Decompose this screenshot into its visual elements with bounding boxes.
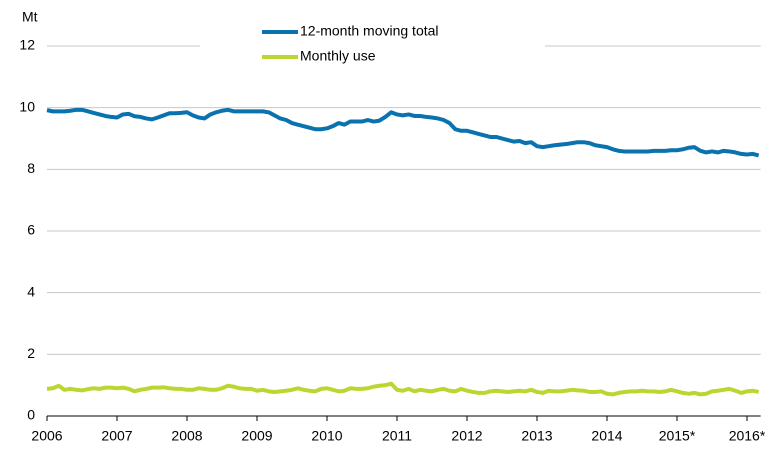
y-tick-label: 10: [19, 98, 35, 114]
x-tick-label: 2014: [591, 428, 622, 444]
series-line: [46, 107, 760, 158]
x-tick-label: 2015*: [659, 428, 696, 444]
x-tick-label: 2010: [311, 428, 342, 444]
x-tick-label: 2013: [521, 428, 552, 444]
x-tick-label: 2016*: [729, 428, 766, 444]
y-tick-label: 0: [27, 407, 35, 423]
y-tick-label: 4: [27, 283, 35, 299]
legend-label: Monthly use: [300, 48, 376, 64]
y-tick-label: 2: [27, 345, 35, 361]
x-tick-label: 2006: [31, 428, 62, 444]
legend-label: 12-month moving total: [300, 23, 439, 39]
legend-box: [200, 20, 545, 70]
series-line: [46, 381, 760, 397]
x-tick-label: 2008: [171, 428, 202, 444]
y-tick-label: 6: [27, 222, 35, 238]
x-tick-label: 2011: [382, 428, 412, 444]
y-axis-unit: Mt: [22, 9, 38, 25]
y-tick-label: 12: [19, 37, 35, 53]
x-tick-label: 2009: [241, 428, 272, 444]
y-tick-label: 8: [27, 160, 35, 176]
x-tick-label: 2007: [101, 428, 132, 444]
x-tick-label: 2012: [451, 428, 482, 444]
